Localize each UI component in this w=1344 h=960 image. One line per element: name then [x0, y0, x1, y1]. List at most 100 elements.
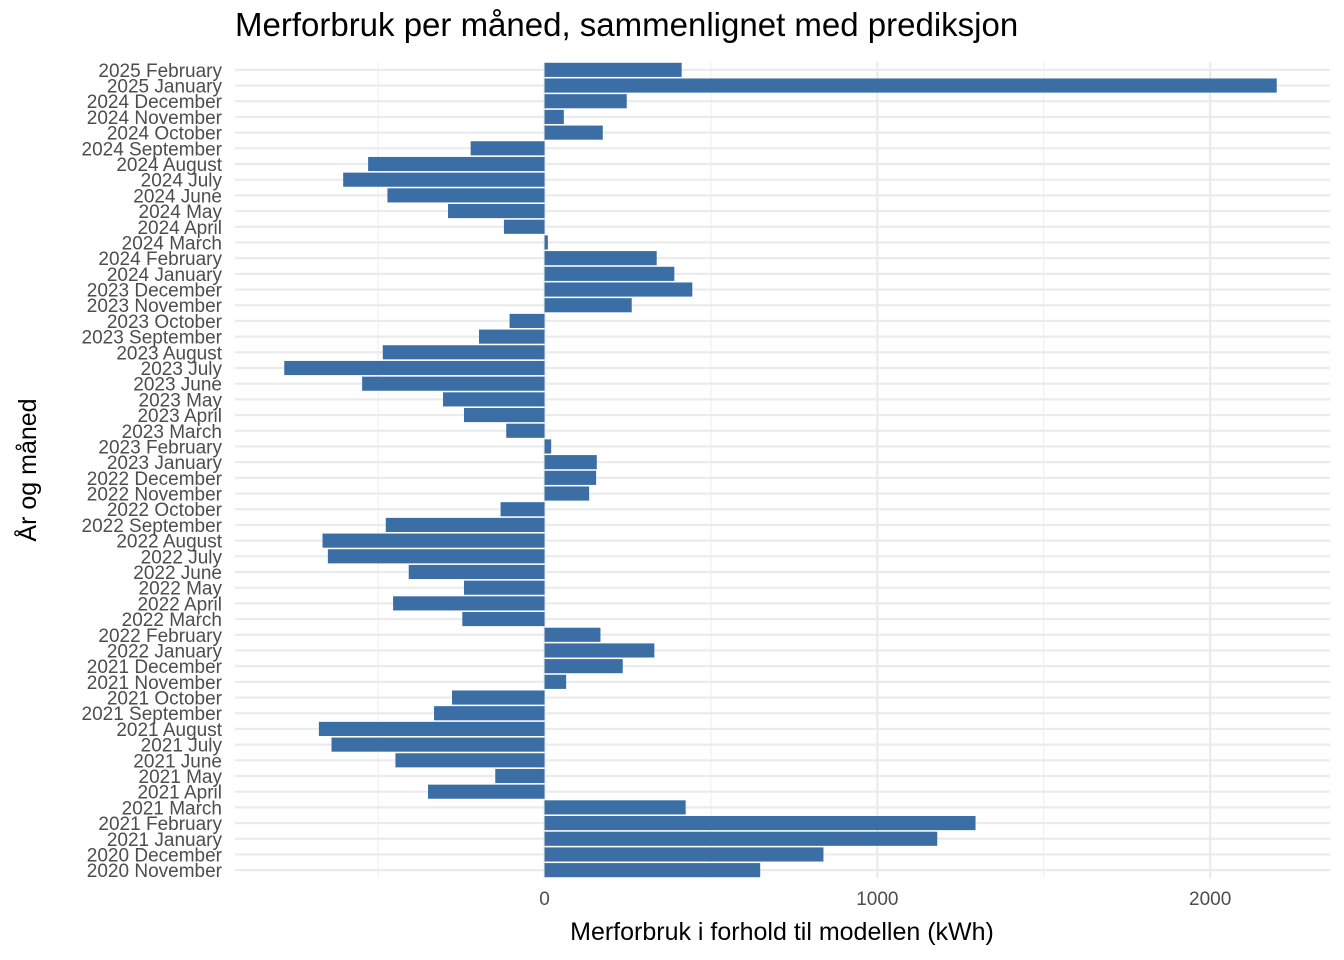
y-tick-label: 2021 June [133, 751, 222, 772]
y-tick-label: 2022 July [141, 547, 223, 568]
bar [478, 329, 545, 344]
y-tick-label: 2023 January [107, 453, 223, 474]
y-tick-label: 2023 December [87, 281, 223, 302]
bar [544, 282, 693, 297]
bar [544, 831, 938, 846]
bar [331, 737, 545, 752]
bar [463, 580, 545, 595]
bar [500, 502, 545, 517]
x-tick-label: 0 [539, 889, 550, 910]
y-tick-label: 2021 September [82, 704, 223, 725]
bar [544, 251, 657, 266]
y-tick-label: 2023 March [122, 422, 222, 443]
y-tick-label: 2024 May [139, 202, 223, 223]
y-tick-label: 2020 December [87, 845, 223, 866]
y-tick-label: 2021 August [116, 720, 222, 741]
bar [382, 345, 545, 360]
y-tick-label: 2023 July [141, 359, 223, 380]
bar [544, 78, 1277, 93]
bar [544, 455, 597, 470]
y-tick-label: 2024 September [82, 139, 223, 160]
x-tick-label: 1000 [856, 889, 898, 910]
bar [462, 612, 545, 627]
bar [544, 643, 655, 658]
bar [509, 313, 545, 328]
bar [544, 847, 824, 862]
y-tick-label: 2024 March [122, 233, 222, 254]
y-tick-label: 2022 December [87, 469, 223, 490]
x-tick-labels: 0 1000 2000 [539, 889, 1231, 910]
y-tick-label: 2020 November [87, 861, 223, 882]
x-axis-label: Merforbruk i forhold til modellen (kWh) [570, 918, 994, 946]
bar [544, 125, 603, 140]
bar [544, 816, 976, 831]
y-tick-label: 2022 January [107, 641, 223, 662]
y-tick-label: 2022 September [82, 516, 223, 537]
bar [544, 800, 686, 815]
y-tick-label: 2023 August [116, 343, 222, 364]
bar [544, 627, 601, 642]
bar [544, 470, 597, 485]
y-tick-label: 2023 October [107, 312, 223, 333]
bar [443, 392, 545, 407]
bar [327, 549, 545, 564]
y-tick-label: 2024 February [98, 249, 222, 270]
y-tick-label: 2021 February [98, 814, 222, 835]
y-tick-label: 2022 November [87, 485, 223, 506]
y-tick-label: 2024 July [141, 171, 223, 192]
bar [463, 408, 545, 423]
bar [428, 784, 545, 799]
bar [322, 533, 545, 548]
y-tick-label: 2022 February [98, 626, 222, 647]
bar [544, 109, 564, 124]
y-tick-label: 2023 September [82, 328, 223, 349]
y-tick-label: 2022 October [107, 500, 223, 521]
bar [387, 188, 545, 203]
bar [448, 204, 545, 219]
y-tick-label: 2023 November [87, 296, 223, 317]
y-tick-label: 2021 July [141, 736, 223, 757]
y-tick-label: 2023 February [98, 437, 222, 458]
bar [434, 706, 545, 721]
y-tick-label: 2021 April [137, 783, 222, 804]
y-tick-label: 2024 April [137, 218, 222, 239]
bar [368, 156, 545, 172]
bar [362, 376, 545, 391]
bar [544, 674, 567, 689]
bar [544, 298, 632, 313]
y-tick-label: 2025 January [107, 77, 223, 98]
bar [470, 141, 545, 156]
bar [284, 360, 545, 376]
bar [343, 172, 545, 187]
y-tick-label: 2021 December [87, 657, 223, 678]
bar [544, 486, 590, 501]
y-tick-label: 2022 May [139, 579, 223, 600]
bar [544, 62, 682, 77]
chart-title: Merforbruk per måned, sammenlignet med p… [235, 6, 1019, 43]
bar-layer [284, 62, 1277, 878]
bar [395, 753, 545, 768]
y-tick-label: 2021 November [87, 673, 223, 694]
y-tick-label: 2022 April [137, 594, 222, 615]
y-tick-label: 2024 October [107, 124, 223, 145]
y-tick-label: 2021 October [107, 689, 223, 710]
y-tick-label: 2025 February [98, 61, 222, 82]
bar [544, 266, 675, 281]
x-tick-label: 2000 [1189, 889, 1231, 910]
y-tick-label: 2021 March [122, 798, 222, 819]
bar [408, 564, 545, 580]
bar [544, 659, 623, 674]
bar [506, 423, 545, 438]
y-tick-label: 2022 June [133, 563, 222, 584]
bar [544, 439, 552, 454]
bar [544, 863, 761, 878]
bar [495, 768, 545, 784]
y-tick-label: 2023 May [139, 390, 223, 411]
bar [503, 219, 545, 234]
bar [393, 596, 545, 611]
y-tick-label: 2022 August [116, 532, 222, 553]
y-axis-label: År og måned [12, 398, 42, 541]
y-tick-label: 2024 November [87, 108, 223, 129]
